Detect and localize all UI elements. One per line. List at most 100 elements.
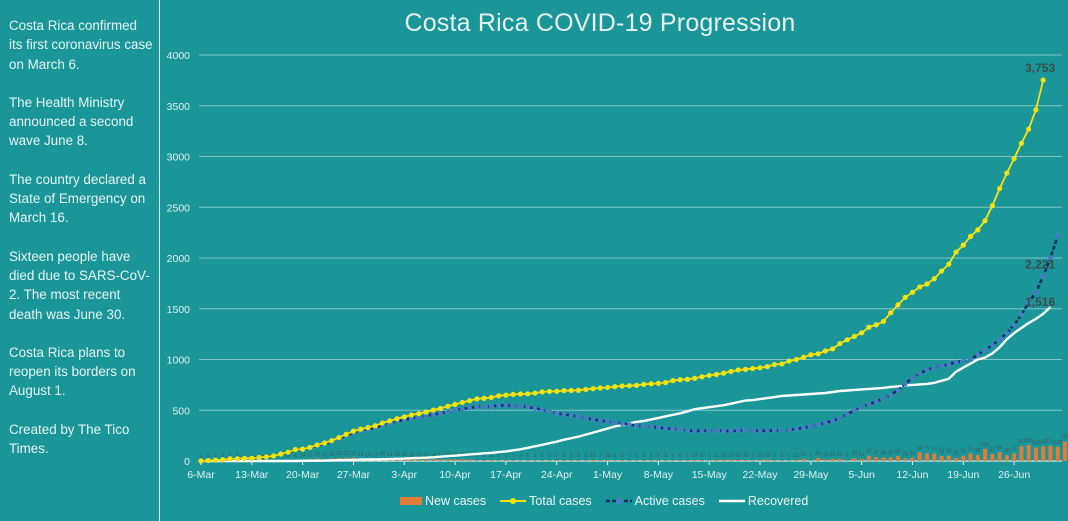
new-cases-bar: [583, 460, 588, 461]
active-cases-point: [1055, 232, 1061, 239]
total-cases-point: [271, 453, 277, 459]
new-cases-bar-label: 11: [489, 453, 494, 459]
active-cases-point: [1047, 255, 1054, 261]
new-cases-bar-label: 74: [931, 446, 937, 452]
total-cases-point: [329, 437, 335, 444]
total-cases-point: [365, 424, 371, 431]
new-cases-bar-label: 17: [307, 452, 313, 458]
new-cases-bar-label: 12: [794, 453, 800, 459]
new-cases-bar: [837, 458, 842, 461]
active-cases-point: [909, 375, 916, 381]
new-cases-bar-label: 58: [1004, 448, 1010, 454]
active-cases-point: [851, 407, 858, 413]
new-cases-bar-label: 19: [401, 452, 407, 458]
new-cases-bar-label: 53: [946, 449, 952, 455]
legend-item-active-cases: Active cases: [605, 494, 705, 508]
new-cases-bar-label: 159: [1024, 438, 1033, 444]
active-cases-point: [1040, 273, 1046, 279]
new-cases-bar-label: 9: [621, 453, 624, 459]
total-cases-point: [430, 407, 436, 413]
active-cases-point: [430, 411, 436, 418]
new-cases-bar: [707, 460, 712, 462]
x-tick-label: 6-Mar: [187, 469, 215, 481]
new-cases-bar-label: 139: [1054, 440, 1063, 446]
new-cases-bar: [416, 459, 421, 461]
new-cases-swatch-icon: [400, 497, 422, 505]
new-cases-bar-label: 6: [584, 453, 587, 459]
chart-title: Costa Rica COVID-19 Progression: [404, 9, 796, 37]
new-cases-bar: [562, 460, 566, 461]
active-cases-point: [859, 404, 865, 410]
new-cases-bar: [866, 455, 871, 461]
active-cases-point: [677, 426, 683, 433]
new-cases-bar: [678, 460, 683, 461]
new-cases-bar-label: 15: [322, 452, 328, 458]
new-cases-bar: [649, 460, 654, 461]
active-cases-point: [532, 405, 538, 411]
new-cases-bar-label: 5: [809, 453, 812, 459]
active-cases-point: [713, 427, 720, 433]
x-tick-label: 10-Apr: [439, 469, 471, 481]
new-cases-bar-label: 9: [701, 453, 704, 459]
new-cases-bar: [1026, 444, 1031, 461]
total-cases-point: [786, 358, 792, 364]
total-cases-point: [503, 392, 509, 398]
total-cases-point: [358, 426, 364, 432]
legend-label: Total cases: [529, 494, 592, 508]
new-cases-bar-label: 34: [881, 451, 887, 457]
active-cases-point: [554, 410, 560, 416]
total-cases-point: [626, 383, 632, 389]
new-cases-bar: [990, 453, 995, 461]
total-cases-point: [387, 418, 393, 424]
active-cases-point: [663, 425, 669, 431]
x-tick-label: 15-May: [692, 469, 728, 481]
total-cases-point: [982, 218, 988, 224]
new-cases-bar-label: 13: [416, 453, 422, 459]
total-cases-point: [655, 380, 661, 386]
new-cases-bar-label: 24: [314, 452, 320, 458]
active-cases-point: [735, 427, 741, 434]
total-cases-point: [677, 377, 683, 383]
note-state-of-emergency: The country declared a State of Emergenc…: [9, 171, 146, 226]
new-cases-bar: [402, 459, 407, 461]
new-cases-bar-label: 190: [1061, 435, 1068, 441]
new-cases-bar: [518, 460, 523, 462]
new-cases-bar: [808, 460, 813, 461]
new-cases-bar-label: 13: [757, 453, 763, 459]
new-cases-bar-label: 28: [852, 451, 858, 457]
new-cases-bar: [794, 459, 799, 461]
new-cases-bar-label: 10: [285, 453, 291, 459]
new-cases-bar-label: 5: [570, 453, 573, 459]
total-cases-point: [336, 434, 342, 441]
total-cases-point: [314, 442, 320, 448]
new-cases-bar-label: 13: [728, 453, 734, 459]
total-cases-point: [300, 446, 306, 452]
new-cases-bar-label: 29: [953, 451, 959, 457]
new-cases-bar-label: 16: [823, 452, 829, 458]
total-cases-point: [423, 409, 429, 415]
new-cases-bar: [1004, 455, 1009, 461]
x-tick-label: 27-Mar: [337, 469, 371, 481]
new-cases-bar: [591, 459, 596, 461]
new-cases-bar: [954, 458, 959, 461]
new-cases-bar-label: 6: [773, 453, 776, 459]
x-tick-label: 22-May: [743, 469, 779, 481]
active-cases-point: [917, 371, 923, 377]
active-cases-point: [445, 409, 451, 415]
new-cases-bar-label: 151: [1046, 439, 1055, 445]
active-cases-point: [728, 428, 734, 434]
new-cases-bar-label: 19: [358, 452, 364, 458]
new-cases-bar: [968, 453, 973, 461]
new-cases-bar: [685, 460, 690, 461]
new-cases-bar: [932, 453, 937, 461]
new-cases-bar: [525, 460, 530, 461]
active-cases-line-marker-icon: [605, 498, 632, 504]
active-cases-point: [808, 423, 814, 429]
new-cases-bar: [576, 460, 581, 461]
new-cases-bar-label: 8: [483, 453, 486, 459]
new-cases-bar: [431, 459, 436, 461]
total-cases-point: [590, 386, 596, 392]
total-cases-point: [212, 457, 219, 463]
new-cases-bar: [424, 459, 429, 461]
